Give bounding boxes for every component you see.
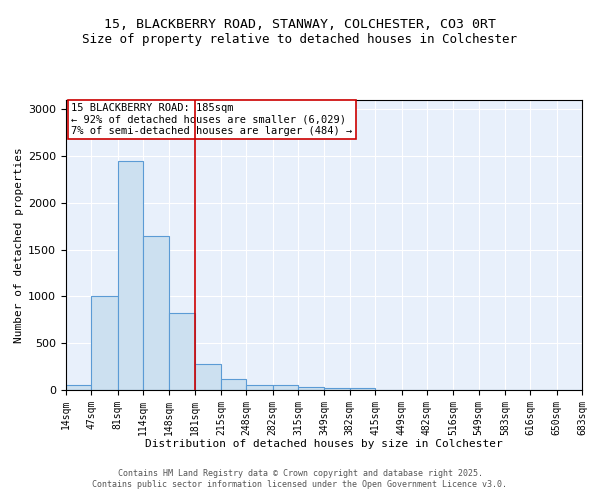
Bar [247, 386, 273, 390]
Text: 15 BLACKBERRY ROAD: 185sqm
← 92% of detached houses are smaller (6,029)
7% of se: 15 BLACKBERRY ROAD: 185sqm ← 92% of deta… [71, 103, 352, 136]
Text: 15, BLACKBERRY ROAD, STANWAY, COLCHESTER, CO3 0RT: 15, BLACKBERRY ROAD, STANWAY, COLCHESTER… [104, 18, 496, 30]
Bar [66, 386, 91, 390]
Bar [273, 386, 298, 390]
X-axis label: Distribution of detached houses by size in Colchester: Distribution of detached houses by size … [145, 439, 503, 449]
Bar [325, 388, 350, 390]
Y-axis label: Number of detached properties: Number of detached properties [14, 147, 24, 343]
Bar [195, 364, 221, 390]
Text: Contains HM Land Registry data © Crown copyright and database right 2025.: Contains HM Land Registry data © Crown c… [118, 468, 482, 477]
Bar [91, 296, 118, 390]
Bar [298, 386, 325, 390]
Bar [221, 379, 247, 390]
Text: Size of property relative to detached houses in Colchester: Size of property relative to detached ho… [83, 32, 517, 46]
Bar [169, 314, 195, 390]
Bar [350, 388, 375, 390]
Bar [118, 161, 143, 390]
Bar [143, 236, 169, 390]
Text: Contains public sector information licensed under the Open Government Licence v3: Contains public sector information licen… [92, 480, 508, 489]
